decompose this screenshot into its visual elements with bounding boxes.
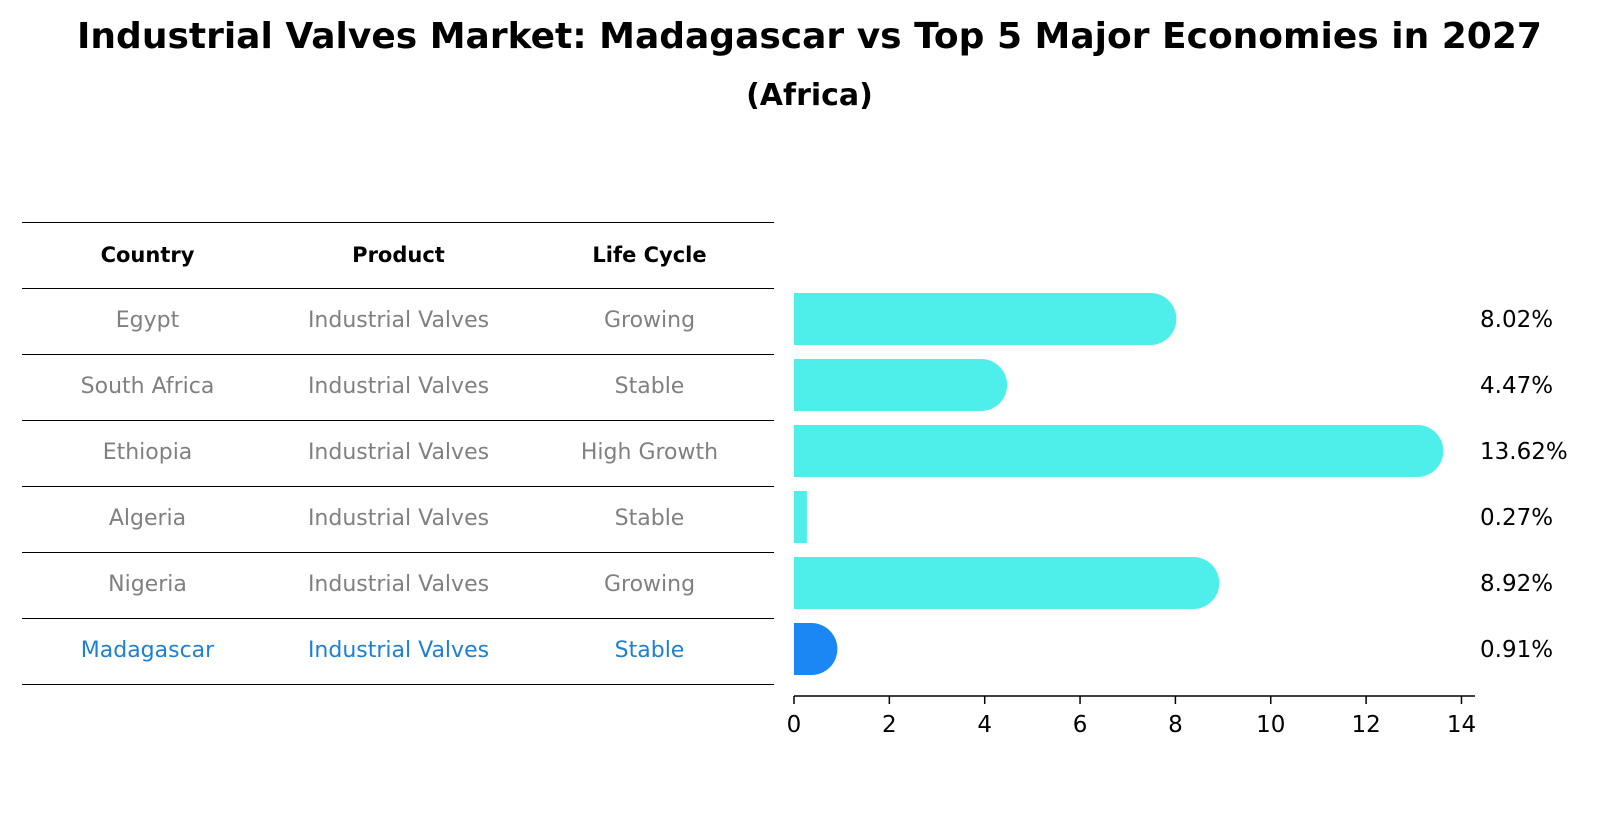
- table-cell-life-cycle: Growing: [603, 308, 696, 333]
- bar: [794, 359, 1008, 411]
- table-cell-country: Algeria: [108, 506, 187, 531]
- table-cell-product: Industrial Valves: [307, 440, 490, 465]
- bar: [794, 491, 807, 543]
- table-cell-life-cycle: Stable: [614, 374, 685, 399]
- table-rule: [22, 552, 774, 553]
- bar-chart: 8.02% 4.47% 13.62% 0.27% 8.92% 0.91% 0 2 4 6 8 10 12…: [774, 280, 1594, 760]
- x-tick-label: 12: [1351, 712, 1380, 738]
- table-cell-country: Ethiopia: [102, 440, 193, 465]
- table-cell-product: Industrial Valves: [307, 572, 490, 597]
- table-cell-country-highlight: Madagascar: [80, 638, 215, 663]
- x-tick-label: 2: [882, 712, 897, 738]
- x-tick-label: 0: [787, 712, 802, 738]
- table-cell-country: Egypt: [115, 308, 180, 333]
- table-cell-life-cycle-highlight: Stable: [614, 638, 685, 663]
- x-tick-label: 4: [977, 712, 992, 738]
- value-label: 8.02%: [1480, 307, 1553, 333]
- table-cell-product-highlight: Industrial Valves: [307, 638, 490, 663]
- table-cell-life-cycle: Stable: [614, 506, 685, 531]
- column-header-life-cycle: Life Cycle: [592, 243, 707, 267]
- value-label: 0.91%: [1480, 637, 1553, 663]
- table-cell-product: Industrial Valves: [307, 374, 490, 399]
- column-header-country: Country: [100, 243, 195, 267]
- value-label: 13.62%: [1480, 439, 1568, 465]
- table-rule: [22, 684, 774, 685]
- table-rule: [22, 420, 774, 421]
- table-cell-country: Nigeria: [108, 572, 187, 597]
- table-rule: [22, 288, 774, 289]
- value-label: 0.27%: [1480, 505, 1553, 531]
- column-header-product: Product: [352, 243, 445, 267]
- x-tick-label: 10: [1256, 712, 1285, 738]
- chart-subtitle: (Africa): [746, 78, 873, 113]
- table-cell-life-cycle: Growing: [603, 572, 696, 597]
- x-tick-label: 14: [1447, 712, 1476, 738]
- table-cell-life-cycle: High Growth: [580, 440, 719, 465]
- chart-title: Industrial Valves Market: Madagascar vs …: [77, 16, 1542, 57]
- table-rule: [22, 222, 774, 223]
- table-cell-product: Industrial Valves: [307, 308, 490, 333]
- x-tick-label: 6: [1073, 712, 1088, 738]
- table-rule: [22, 618, 774, 619]
- table-rule: [22, 486, 774, 487]
- bar: [794, 425, 1444, 477]
- x-tick-label: 8: [1168, 712, 1183, 738]
- bar-highlight: [794, 623, 838, 675]
- bar: [794, 293, 1177, 345]
- bar: [794, 557, 1220, 609]
- value-label: 8.92%: [1480, 571, 1553, 597]
- table-cell-country: South Africa: [80, 374, 215, 399]
- value-label: 4.47%: [1480, 373, 1553, 399]
- table-rule: [22, 354, 774, 355]
- bar-chart-svg: 8.02% 4.47% 13.62% 0.27% 8.92% 0.91% 0 2 4 6 8 10 12…: [787, 293, 1568, 738]
- table-cell-product: Industrial Valves: [307, 506, 490, 531]
